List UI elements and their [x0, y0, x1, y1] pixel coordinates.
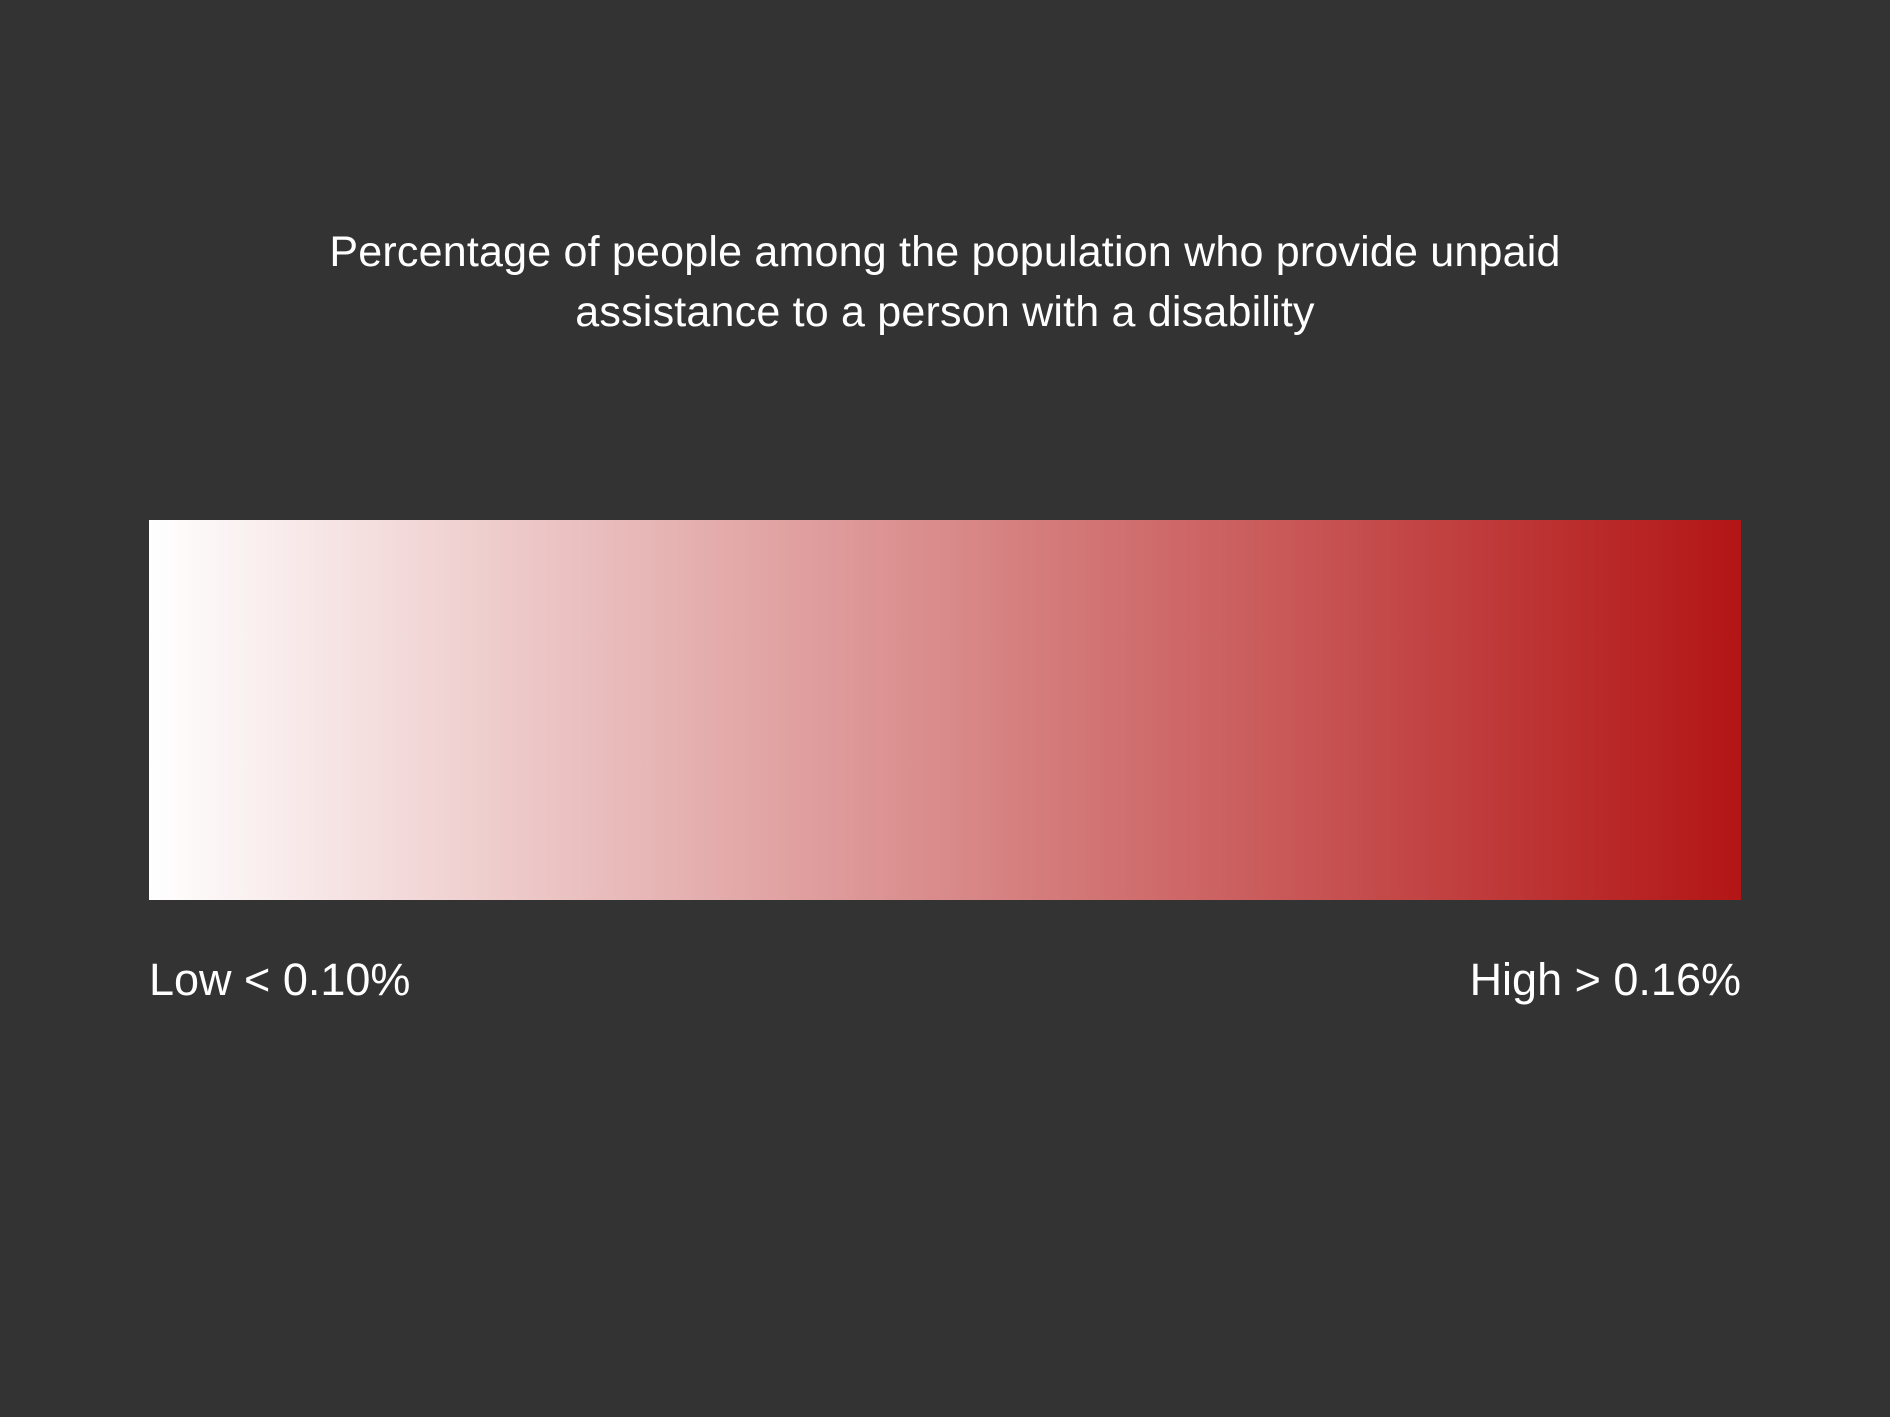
chart-title: Percentage of people among the populatio… [200, 222, 1690, 342]
chart-title-line-2: assistance to a person with a disability [575, 288, 1315, 336]
color-scale-bar [149, 520, 1741, 900]
color-scale-svg [149, 520, 1741, 900]
chart-title-line-1: Percentage of people among the populatio… [329, 228, 1561, 276]
scale-high-label: High > 0.16% [1469, 954, 1741, 1005]
scale-low-label: Low < 0.10% [149, 954, 411, 1005]
color-scale-legend [149, 520, 1741, 900]
